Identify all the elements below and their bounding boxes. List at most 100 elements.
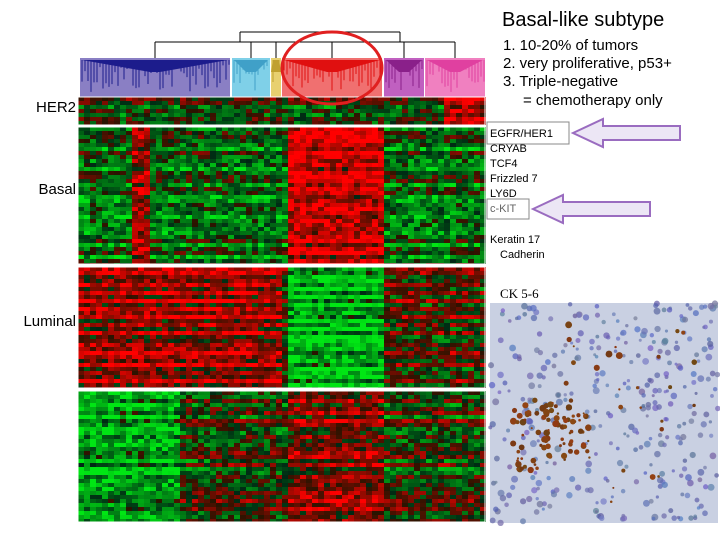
heat-cell xyxy=(162,231,168,235)
heat-cell xyxy=(456,219,462,223)
heat-cell xyxy=(204,167,210,171)
heat-cell xyxy=(162,97,168,101)
heat-cell xyxy=(384,131,390,135)
heat-cell xyxy=(390,339,396,343)
heat-cell xyxy=(402,283,408,287)
heat-cell xyxy=(210,179,216,183)
heat-cell xyxy=(276,371,282,375)
heat-cell xyxy=(252,135,258,139)
heat-cell xyxy=(108,231,114,235)
heat-cell xyxy=(90,311,96,315)
heat-cell xyxy=(354,379,360,383)
heat-cell xyxy=(468,343,474,347)
heat-cell xyxy=(144,97,150,101)
heat-cell xyxy=(348,187,354,191)
heat-cell xyxy=(342,223,348,227)
heat-cell xyxy=(84,211,90,215)
heat-cell xyxy=(336,227,342,231)
heat-cell xyxy=(258,295,264,299)
heat-cell xyxy=(312,135,318,139)
heat-cell xyxy=(408,315,414,319)
heat-cell xyxy=(348,339,354,343)
heat-cell xyxy=(132,343,138,347)
heat-cell xyxy=(480,113,486,117)
heat-cell xyxy=(336,243,342,247)
heat-cell xyxy=(378,375,384,379)
heat-cell xyxy=(144,175,150,179)
heat-cell xyxy=(342,113,348,117)
heat-cell xyxy=(252,255,258,259)
heat-cell xyxy=(426,251,432,255)
heat-cell xyxy=(174,199,180,203)
heat-cell xyxy=(180,139,186,143)
heat-cell xyxy=(480,101,486,105)
heat-cell xyxy=(318,139,324,143)
heat-cell xyxy=(180,195,186,199)
heat-cell xyxy=(96,311,102,315)
heat-cell xyxy=(162,371,168,375)
heat-cell xyxy=(252,275,258,279)
heat-cell xyxy=(96,195,102,199)
heat-cell xyxy=(204,307,210,311)
heat-cell xyxy=(444,183,450,187)
heat-cell xyxy=(474,151,480,155)
heat-cell xyxy=(288,147,294,151)
heat-cell xyxy=(450,127,456,131)
heat-cell xyxy=(216,243,222,247)
heat-cell xyxy=(126,315,132,319)
heat-cell xyxy=(126,307,132,311)
heat-cell xyxy=(300,247,306,251)
heat-cell xyxy=(84,351,90,355)
heat-cell xyxy=(462,279,468,283)
heat-cell xyxy=(318,347,324,351)
heat-cell xyxy=(426,287,432,291)
heat-cell xyxy=(258,323,264,327)
heat-cell xyxy=(420,163,426,167)
heat-cell xyxy=(402,187,408,191)
heat-cell xyxy=(102,105,108,109)
heat-border xyxy=(77,126,486,265)
heat-cell xyxy=(204,275,210,279)
heat-cell xyxy=(102,175,108,179)
heat-cell xyxy=(324,323,330,327)
heat-cell xyxy=(198,171,204,175)
heat-cell xyxy=(234,179,240,183)
heat-cell xyxy=(96,163,102,167)
heat-cell xyxy=(396,319,402,323)
heat-cell xyxy=(216,299,222,303)
heat-cell xyxy=(240,283,246,287)
heat-cell xyxy=(384,101,390,105)
heat-cell xyxy=(126,179,132,183)
heat-cell xyxy=(396,379,402,383)
heat-cell xyxy=(372,131,378,135)
heat-cell xyxy=(408,167,414,171)
heat-cell xyxy=(384,155,390,159)
heat-cell xyxy=(102,151,108,155)
heat-cell xyxy=(246,275,252,279)
heat-cell xyxy=(348,315,354,319)
heat-cell xyxy=(318,271,324,275)
heat-cell xyxy=(192,223,198,227)
heat-cell xyxy=(300,151,306,155)
heat-cell xyxy=(288,191,294,195)
heat-cell xyxy=(282,375,288,379)
heat-cell xyxy=(96,235,102,239)
heat-cell xyxy=(126,259,132,263)
heat-cell xyxy=(270,151,276,155)
heat-cell xyxy=(270,335,276,339)
heat-cell xyxy=(468,191,474,195)
heat-cell xyxy=(324,343,330,347)
heat-cell xyxy=(426,351,432,355)
heat-cell xyxy=(264,105,270,109)
heat-cell xyxy=(264,331,270,335)
heat-cell xyxy=(450,367,456,371)
heat-cell xyxy=(390,113,396,117)
heat-cell xyxy=(354,191,360,195)
heat-cell xyxy=(396,307,402,311)
heat-cell xyxy=(456,323,462,327)
heat-cell xyxy=(162,183,168,187)
heat-cell xyxy=(294,339,300,343)
heat-cell xyxy=(234,127,240,131)
heat-cell xyxy=(276,319,282,323)
heat-cell xyxy=(348,343,354,347)
